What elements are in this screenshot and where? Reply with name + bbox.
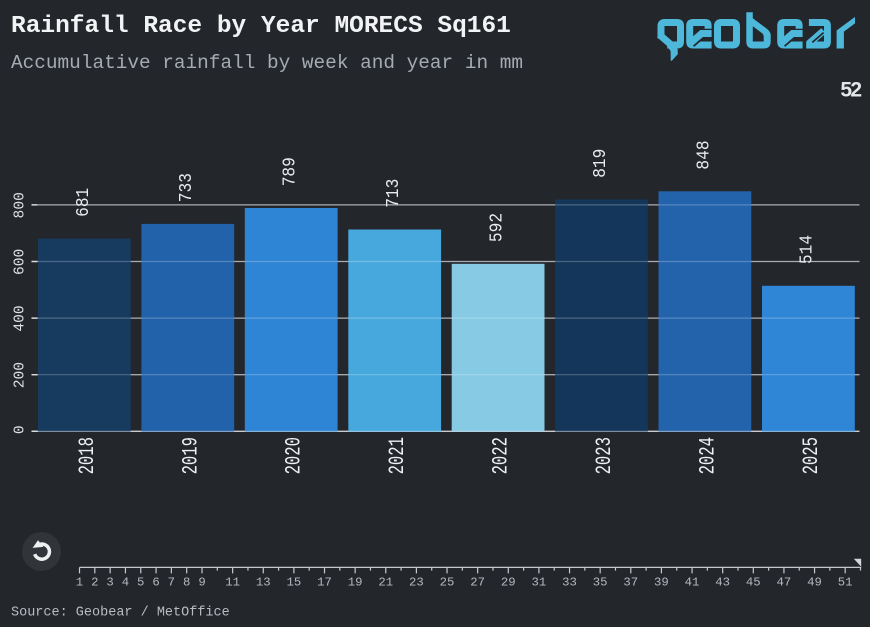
svg-text:2024: 2024 (695, 437, 720, 474)
svg-text:17: 17 (317, 576, 332, 590)
svg-text:5: 5 (137, 576, 144, 590)
svg-text:41: 41 (685, 576, 700, 590)
svg-text:592: 592 (488, 213, 508, 242)
svg-text:2023: 2023 (591, 437, 616, 474)
svg-text:35: 35 (593, 576, 608, 590)
svg-text:45: 45 (746, 576, 761, 590)
svg-text:47: 47 (777, 576, 792, 590)
svg-text:1: 1 (76, 576, 83, 590)
svg-text:31: 31 (532, 576, 547, 590)
svg-text:2020: 2020 (281, 437, 306, 474)
svg-text:11: 11 (225, 576, 240, 590)
svg-text:52: 52 (840, 79, 861, 102)
svg-text:819: 819 (591, 149, 611, 178)
svg-text:15: 15 (287, 576, 302, 590)
svg-text:2025: 2025 (798, 437, 823, 474)
svg-text:7: 7 (168, 576, 175, 590)
svg-text:681: 681 (74, 188, 94, 217)
svg-text:400: 400 (12, 305, 28, 331)
svg-text:848: 848 (695, 140, 715, 169)
svg-text:21: 21 (378, 576, 393, 590)
svg-text:Accumulative rainfall by week: Accumulative rainfall by week and year i… (11, 52, 523, 74)
svg-text:514: 514 (798, 235, 818, 264)
svg-text:200: 200 (12, 362, 28, 388)
svg-text:51: 51 (838, 576, 853, 590)
svg-text:19: 19 (348, 576, 363, 590)
svg-text:27: 27 (470, 576, 485, 590)
svg-text:23: 23 (409, 576, 424, 590)
svg-text:2018: 2018 (74, 437, 99, 474)
svg-text:Source: Geobear / MetOffice: Source: Geobear / MetOffice (11, 606, 230, 621)
svg-text:49: 49 (807, 576, 822, 590)
svg-text:0: 0 (12, 425, 28, 434)
svg-text:8: 8 (183, 576, 190, 590)
svg-text:29: 29 (501, 576, 516, 590)
svg-text:733: 733 (177, 173, 197, 202)
svg-text:2019: 2019 (178, 437, 203, 474)
svg-text:2: 2 (91, 576, 98, 590)
svg-text:6: 6 (152, 576, 159, 590)
svg-text:Rainfall Race by Year MORECS S: Rainfall Race by Year MORECS Sq161 (11, 13, 511, 40)
svg-text:600: 600 (12, 249, 28, 275)
svg-text:43: 43 (715, 576, 730, 590)
svg-text:33: 33 (562, 576, 577, 590)
svg-text:39: 39 (654, 576, 669, 590)
svg-text:37: 37 (623, 576, 638, 590)
svg-text:713: 713 (384, 179, 404, 208)
svg-text:800: 800 (12, 192, 28, 218)
svg-text:789: 789 (281, 157, 301, 186)
svg-text:3: 3 (106, 576, 113, 590)
svg-text:9: 9 (198, 576, 205, 590)
svg-text:2022: 2022 (488, 437, 513, 474)
svg-text:2021: 2021 (385, 437, 410, 474)
svg-text:4: 4 (122, 576, 129, 590)
svg-text:13: 13 (256, 576, 271, 590)
svg-text:25: 25 (440, 576, 455, 590)
